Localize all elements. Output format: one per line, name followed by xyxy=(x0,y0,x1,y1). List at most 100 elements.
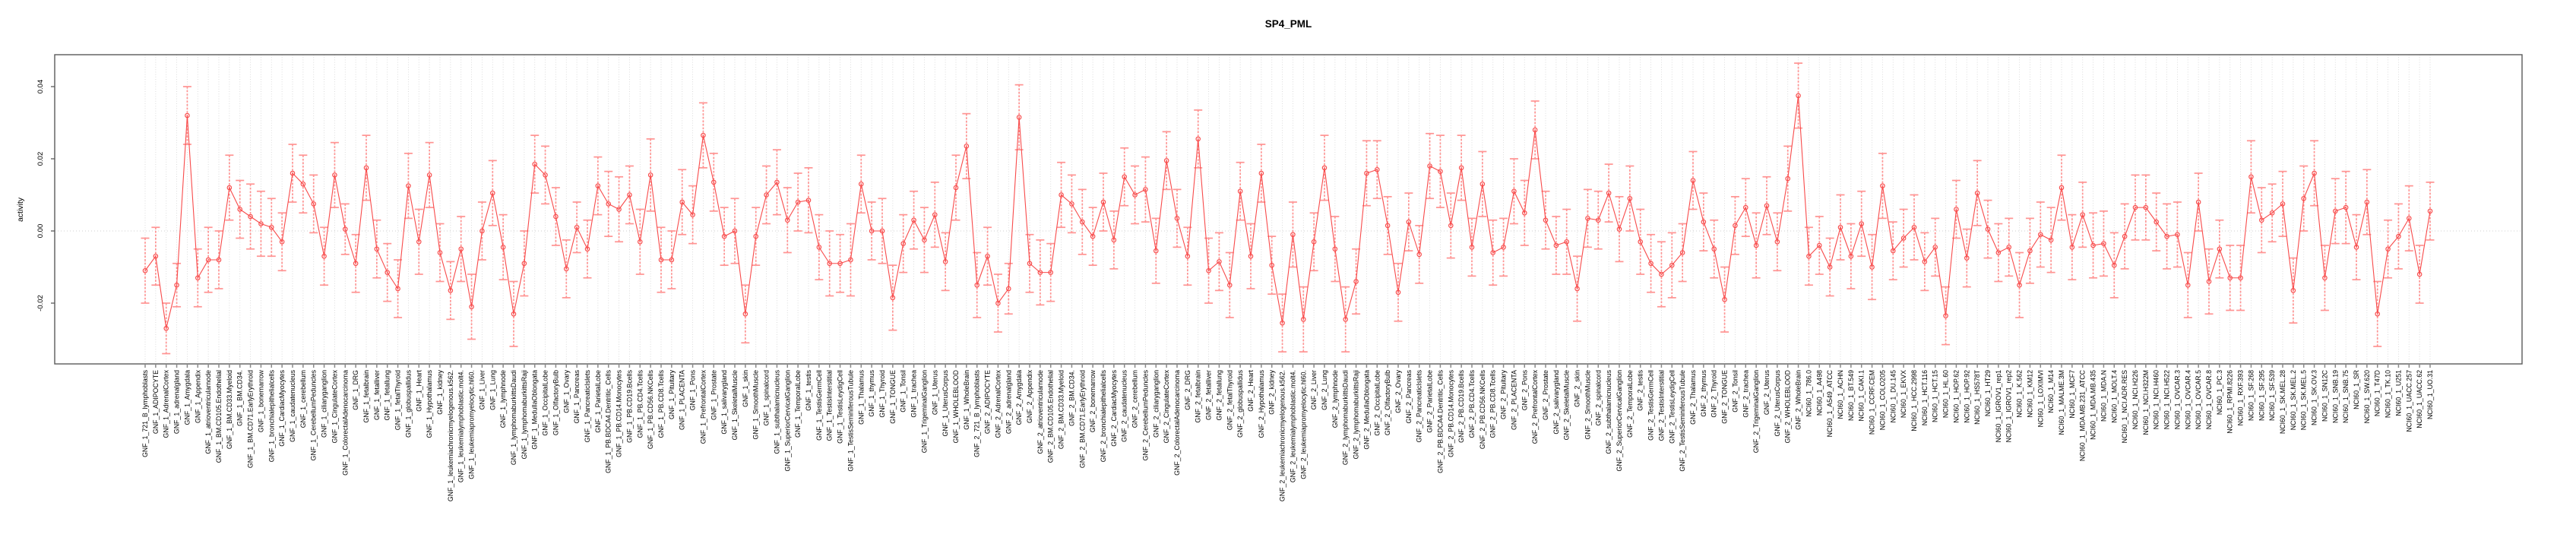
x-tick-label: NCI60_1_OVCAR.4 xyxy=(2184,370,2191,429)
x-tick-label: GNF_2_BM.CD105.Endothelial xyxy=(1047,370,1055,463)
x-tick-label: GNF_2_TrigeminalGanglion xyxy=(1752,370,1760,453)
y-tick-label: 0.00 xyxy=(36,224,45,239)
x-tick-label: NCI60_1_KM12 xyxy=(2026,370,2033,418)
x-tick-label: GNF_1_BM.CD71.EarlyErythroid xyxy=(247,370,255,468)
x-tick-label: NCI60_1_NCI.ADR.RES xyxy=(2121,370,2128,443)
x-tick-label: GNF_1_721_B_lymphoblasts xyxy=(141,369,149,457)
x-tick-label: GNF_1_Hypothalamus xyxy=(426,369,433,438)
x-tick-label: GNF_2_salivarygland xyxy=(1552,370,1560,435)
x-tick-label: NCI60_1_SF.539 xyxy=(2268,370,2276,421)
x-tick-label: GNF_1_Prostate xyxy=(710,370,717,420)
x-tick-label: NCI60_1_PC.3 xyxy=(2216,370,2223,415)
x-tick-label: GNF_2_PB.BDCA4.Dentritic_Cells xyxy=(1436,369,1444,473)
x-tick-label: GNF_2_CardiacMyocytes xyxy=(1110,369,1118,446)
x-tick-label: NCI60_1_HCT.116 xyxy=(1921,370,1929,425)
x-tick-label: GNF_2_TestisGermCell xyxy=(1647,370,1655,441)
x-tick-label: GNF_2_BM.CD33.Myeloid xyxy=(1058,370,1065,449)
x-tick-label: GNF_2_Appendix xyxy=(1026,369,1033,423)
x-tick-label: GNF_2_Lung xyxy=(1321,370,1328,410)
x-tick-label: GNF_1_bonemarrow xyxy=(257,369,264,432)
x-tick-label: NCI60_1_MALME.3M xyxy=(2058,370,2065,435)
x-tick-label: GNF_1_TemporalLobe xyxy=(794,370,802,438)
x-tick-label: NCI60_1_SW.620 xyxy=(2363,370,2371,424)
x-tick-label: NCI60_1_A549_ATCC xyxy=(1826,369,1834,437)
x-tick-label: GNF_2_lymphnode xyxy=(1331,370,1339,428)
x-tick-label: NCI60_1_HCC.2998 xyxy=(1910,370,1918,432)
x-tick-label: GNF_1_BM.CD33.Myeloid xyxy=(226,370,233,449)
x-tick-label: GNF_1_bronchialepithelialcells xyxy=(267,369,275,462)
x-tick-label: GNF_2_caudatenucleus xyxy=(1121,369,1128,441)
x-tick-label: GNF_1_lymphnode xyxy=(499,370,507,428)
x-tick-label: GNF_1_OccipitalLobe xyxy=(542,370,549,436)
x-tick-label: GNF_2_ParietalLobe xyxy=(1426,370,1434,433)
x-tick-label: NCI60_1_ACHN xyxy=(1837,370,1844,419)
x-tick-labels: GNF_1_721_B_lymphoblasts GNF_1_ADIPOCYTE G… xyxy=(141,369,2434,501)
x-tick-label: GNF_1_Thyroid xyxy=(878,370,886,418)
x-tick-label: GNF_2_TestisInterstitial xyxy=(1657,370,1665,441)
x-tick-label: NCI60_1_UO.31 xyxy=(2426,370,2434,419)
x-tick-label: GNF_1_TONGUE xyxy=(889,370,897,424)
x-tick-label: GNF_2_Prostate xyxy=(1542,370,1549,420)
x-tick-label: GNF_1_fetalbrain xyxy=(362,370,370,423)
x-tick-label: GNF_1_MedullaOblongata xyxy=(531,370,539,450)
x-tick-label: GNF_2_PB.CD8.Tcells xyxy=(1489,369,1497,438)
x-tick-label: NCI60_1_IGROV1_rep2 xyxy=(2005,370,2013,442)
x-tick-label: GNF_2_ColorectalAdenocarcinoma xyxy=(1173,370,1181,476)
x-tick-label: GNF_2_leukemiapromyelocytic.hl60. xyxy=(1299,370,1307,479)
x-tick-label: GNF_2_Thalamus xyxy=(1689,369,1697,424)
x-tick-label: NCI60_1_LOXIMVI xyxy=(2036,370,2044,427)
x-tick-label: GNF_1_skin xyxy=(742,370,749,407)
x-tick-label: NCI60_1_CCRF.CEM xyxy=(1869,370,1876,435)
x-tick-label: NCI60_1_RXF.393 xyxy=(2237,370,2245,425)
x-tick-label: GNF_1_UterusCorpus xyxy=(941,369,949,436)
chart-title: SP4_PML xyxy=(1264,18,1312,30)
x-tick-label: GNF_2_ADIPOCYTE xyxy=(984,370,992,434)
x-tick-label: GNF_1_lymphomaburkittsDaudi xyxy=(510,370,517,465)
x-tick-label: GNF_1_leukemiachronicmyelogenous.k562. xyxy=(447,370,454,501)
x-tick-label: NCI60_1_NCI.H460 xyxy=(2153,370,2160,429)
x-tick-label: GNF_2_Pancreas xyxy=(1405,369,1413,423)
x-tick-label: NCI60_1_OVCAR.5 xyxy=(2195,370,2202,429)
x-tick-label: GNF_1_ADIPOCYTE xyxy=(152,370,160,434)
x-tick-label: GNF_2_globuspallidus xyxy=(1236,369,1244,438)
x-tick-label: GNF_2_spinalcord xyxy=(1594,370,1602,425)
x-tick-label: GNF_1_atrioventricularnode xyxy=(204,370,212,454)
x-tick-label: GNF_2_fetalbrain xyxy=(1195,370,1202,423)
x-tick-label: GNF_2_Pons xyxy=(1521,369,1528,410)
x-tick-label: NCI60_1_NCI.H226 xyxy=(2131,370,2139,429)
x-tick-label: NCI60_1_SNB.75 xyxy=(2342,370,2350,423)
x-tick-label: GNF_1_PB.CD4.Tcells xyxy=(636,369,644,438)
x-tick-label: NCI60_1_K.562 xyxy=(2016,370,2024,418)
x-tick-label: GNF_2_lymphomaburkittsDaudi xyxy=(1342,370,1350,465)
x-tick-label: GNF_1_Pancreas xyxy=(573,369,581,423)
x-tick-label: NCI60_1_MDA.N xyxy=(2100,370,2107,422)
x-tick-label: GNF_2_Heart xyxy=(1247,369,1255,411)
x-tick-label: GNF_2_MedullaOblongata xyxy=(1362,370,1370,450)
x-tick-label: NCI60_1_SK.MEL.2 xyxy=(2290,370,2297,430)
x-tick-label: NCI60_1_HL.60 xyxy=(1942,370,1950,418)
x-tick-label: GNF_1_CingulateCortex xyxy=(331,369,338,443)
x-tick-label: GNF_1_PrefrontalCortex xyxy=(699,369,707,444)
x-tick-label: NCI60_1_M14 xyxy=(2047,370,2055,413)
x-tick-label: GNF_1_subthalamicnucleus xyxy=(773,369,780,454)
x-tick-label: GNF_2_PB.CD56.NKCells xyxy=(1479,369,1486,449)
x-tick-label: NCI60_1_A498 xyxy=(1815,370,1823,416)
x-tick-label: NCI60_1_RPMI.8226 xyxy=(2226,370,2234,434)
x-tick-label: GNF_2_Hypothalamus xyxy=(1258,369,1265,438)
x-tick-label: NCI60_1_CAKI.1 xyxy=(1858,370,1866,422)
x-tick-label: GNF_1_Lung xyxy=(489,370,496,410)
x-tick-label: NCI60_1_786.0 xyxy=(1805,370,1812,417)
x-tick-label: GNF_1_TestisLeydigCell xyxy=(837,370,844,444)
x-tick-label: GNF_1_SkeletalMuscle xyxy=(731,370,739,441)
x-tick-label: NCI60_1_HOP.92 xyxy=(1963,370,1970,423)
x-tick-label: GNF_2_Amygdala xyxy=(1015,370,1023,425)
data-points xyxy=(142,93,2433,331)
x-tick-label: NCI60_1_NCI.H522 xyxy=(2163,370,2171,429)
x-tick-label: GNF_1_BM.CD34. xyxy=(236,370,244,426)
x-tick-label: GNF_1_PB.BDCA4.Dentritic_Cells xyxy=(605,369,612,473)
x-tick-label: NCI60_1_NCI.H322M xyxy=(2142,370,2150,435)
x-tick-label: GNF_1_globuspallidus xyxy=(404,369,412,438)
x-tick-label: GNF_2_SuperiorCervicalGanglion xyxy=(1616,370,1623,472)
x-tick-label: GNF_2_TestisSeminiferousTubule xyxy=(1679,370,1686,472)
